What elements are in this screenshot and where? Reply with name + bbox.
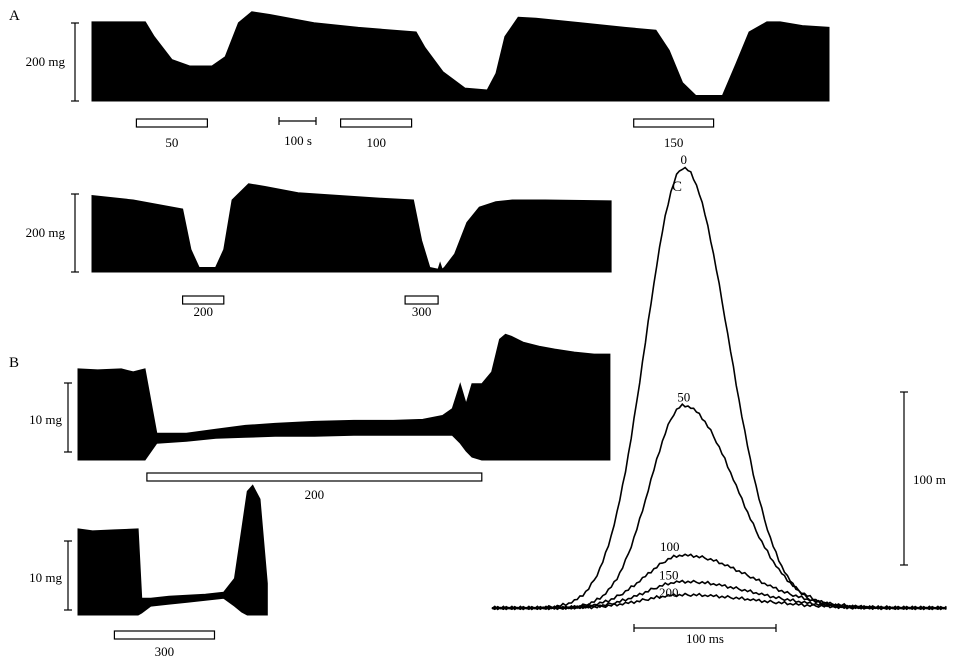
twitch-label-100: 100 xyxy=(660,539,680,554)
panel-label-c: C xyxy=(672,179,682,195)
application-label-a1-1: 100 xyxy=(366,135,386,150)
twitch-label-200: 200 xyxy=(659,585,679,600)
time-scale-bar-a xyxy=(278,117,317,125)
time-scale-bar-c xyxy=(633,624,777,632)
panel-label-b: B xyxy=(9,355,19,371)
application-label-b2-0: 300 xyxy=(155,644,175,659)
application-bar-a1-0 xyxy=(135,118,208,128)
application-bar-b2-0 xyxy=(113,630,216,640)
application-bar-a2-1 xyxy=(404,295,439,305)
application-label-a1-2: 150 xyxy=(664,135,684,150)
panel-b-row1: B 10 mg xyxy=(9,355,72,453)
panel-c: C 100 m 100 ms xyxy=(633,179,946,646)
application-bar-a1-1 xyxy=(340,118,413,128)
application-label-a2-0: 200 xyxy=(193,304,213,319)
application-label-a1-0: 50 xyxy=(165,135,178,150)
panel-a-row1: A 200 mg 100 s xyxy=(9,8,317,148)
panel-label-a: A xyxy=(9,8,20,24)
trace-a-row1 xyxy=(91,11,830,102)
time-scale-label-c: 100 ms xyxy=(686,631,724,646)
panel-a-row2: 200 mg xyxy=(26,193,79,273)
twitch-trace-150 xyxy=(491,579,947,611)
trace-b-row2 xyxy=(77,484,268,616)
application-bar-a2-0 xyxy=(182,295,225,305)
scale-label-a1: 200 mg xyxy=(26,54,66,69)
twitch-label-0: 0 xyxy=(680,152,687,167)
scale-label-b2: 10 mg xyxy=(29,570,62,585)
application-label-b1-0: 200 xyxy=(305,487,325,502)
application-bar-b1-0 xyxy=(146,472,483,482)
twitch-label-50: 50 xyxy=(677,390,690,405)
scale-label-c: 100 m xyxy=(913,472,946,487)
chart-marks: 50 100 150 200 300 200 300 0 50 100 150 200 xyxy=(77,11,947,659)
time-scale-label-a: 100 s xyxy=(284,133,312,148)
twitch-trace-100 xyxy=(491,553,947,611)
twitch-trace-200 xyxy=(491,592,947,611)
panel-b-row2: 10 mg xyxy=(29,540,72,611)
application-label-a2-1: 300 xyxy=(412,304,432,319)
scale-label-b1: 10 mg xyxy=(29,412,62,427)
scale-label-a2: 200 mg xyxy=(26,225,66,240)
trace-b-row1 xyxy=(77,333,611,461)
application-bar-a1-2 xyxy=(633,118,715,128)
trace-a-row2 xyxy=(91,183,612,273)
twitch-label-150: 150 xyxy=(659,568,679,583)
